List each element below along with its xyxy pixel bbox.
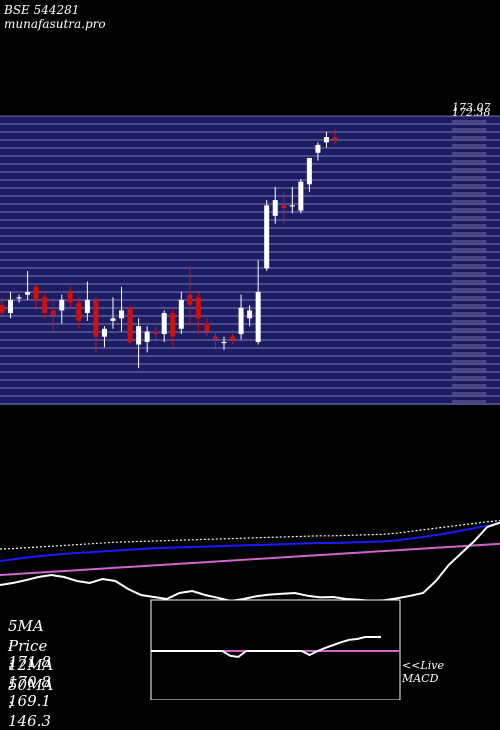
price-axis-label-blur bbox=[452, 264, 486, 267]
candle-down bbox=[332, 137, 338, 140]
ma-line-1 bbox=[0, 522, 500, 562]
price-axis-label-blur bbox=[452, 368, 486, 371]
chart-title: BSE 544281 munafasutra.pro bbox=[4, 3, 106, 31]
candle-up bbox=[247, 310, 253, 319]
price-axis-label-blur bbox=[452, 352, 486, 355]
candle-up bbox=[289, 205, 295, 207]
price-axis-label-blur bbox=[452, 400, 486, 403]
macd-live-label: <<Live MACD bbox=[402, 659, 444, 685]
price-axis-label-blur bbox=[452, 272, 486, 275]
candle-up bbox=[315, 144, 321, 153]
candle-down bbox=[281, 205, 287, 208]
candle-up bbox=[323, 137, 329, 143]
stat-5ma: 5MA : 171.8 bbox=[8, 617, 51, 671]
price-axis-label-blur bbox=[452, 168, 486, 171]
price-axis-label-blur bbox=[452, 216, 486, 219]
candle-up bbox=[25, 292, 31, 295]
price-axis-label-blur bbox=[452, 288, 486, 291]
price-panel-background bbox=[0, 116, 500, 405]
candle-up bbox=[136, 326, 142, 345]
price-axis-label-blur bbox=[452, 280, 486, 283]
candle-down bbox=[76, 302, 82, 321]
price-axis-label-blur bbox=[452, 144, 486, 147]
stat-50ma: 50MA : 146.3 bbox=[8, 676, 54, 730]
price-axis-label-blur bbox=[452, 360, 486, 363]
macd-line bbox=[151, 636, 381, 659]
candle-up bbox=[101, 328, 107, 337]
candle-up bbox=[298, 181, 304, 211]
candle-down bbox=[67, 292, 73, 303]
price-axis-label-blur bbox=[452, 304, 486, 307]
candle-up bbox=[238, 307, 244, 335]
candle-down bbox=[204, 323, 210, 332]
candle-up bbox=[272, 200, 278, 216]
price-axis-label-blur bbox=[452, 208, 486, 211]
price-axis-label-blur bbox=[452, 232, 486, 235]
candle-up bbox=[255, 292, 261, 342]
candle-up bbox=[110, 318, 116, 321]
price-axis-label-blur bbox=[452, 312, 486, 315]
candle-up bbox=[8, 299, 14, 314]
candle-up bbox=[306, 158, 312, 185]
candle-down bbox=[170, 313, 176, 337]
price-tick-label: 173.07 bbox=[452, 101, 491, 114]
price-axis-label-blur bbox=[452, 392, 486, 395]
stat-price: Price : 170.8 bbox=[8, 637, 51, 691]
price-tick-label: 172.38 bbox=[452, 106, 491, 119]
ma-line-0 bbox=[0, 520, 500, 550]
candle-up bbox=[221, 341, 227, 344]
candle-down bbox=[42, 297, 48, 314]
candle-up bbox=[161, 313, 167, 335]
price-axis-label-blur bbox=[452, 384, 486, 387]
price-axis-label-blur bbox=[452, 152, 486, 155]
candle-up bbox=[59, 299, 65, 311]
candle-up bbox=[144, 331, 150, 342]
candle-down bbox=[212, 336, 218, 340]
price-axis-label-blur bbox=[452, 176, 486, 179]
price-axis-label-blur bbox=[452, 344, 486, 347]
ma-line-3 bbox=[0, 521, 500, 603]
candle-up bbox=[119, 310, 125, 319]
candle-up bbox=[264, 205, 270, 269]
candle-down bbox=[187, 294, 193, 306]
price-axis-label-blur bbox=[452, 376, 486, 379]
price-axis-label-blur bbox=[452, 192, 486, 195]
price-axis-label-blur bbox=[452, 256, 486, 259]
candle-down bbox=[0, 305, 5, 314]
macd-label: MACD bbox=[402, 672, 439, 685]
candle-down bbox=[127, 307, 133, 342]
candle-up bbox=[84, 299, 90, 314]
candle-down bbox=[153, 331, 159, 335]
price-axis-label-blur bbox=[452, 120, 486, 123]
price-axis-label-blur bbox=[452, 248, 486, 251]
price-axis-label-blur bbox=[452, 240, 486, 243]
candle-down bbox=[195, 297, 201, 319]
candle-up bbox=[16, 297, 22, 299]
price-axis-label-blur bbox=[452, 296, 486, 299]
price-axis-label-blur bbox=[452, 128, 486, 131]
candle-down bbox=[230, 336, 236, 340]
price-axis-label-blur bbox=[452, 328, 486, 331]
live-label: <<Live bbox=[402, 659, 444, 672]
price-axis-label-blur bbox=[452, 184, 486, 187]
ma-line-2 bbox=[0, 542, 500, 576]
price-axis-label-blur bbox=[452, 336, 486, 339]
price-axis-label-blur bbox=[452, 160, 486, 163]
candle-down bbox=[50, 310, 56, 316]
candle-up bbox=[178, 299, 184, 329]
price-axis-label-blur bbox=[452, 320, 486, 323]
price-axis-label-blur bbox=[452, 136, 486, 139]
candle-down bbox=[93, 299, 99, 337]
candle-down bbox=[33, 286, 39, 300]
price-axis-label-blur bbox=[452, 224, 486, 227]
price-axis-label-blur bbox=[452, 200, 486, 203]
